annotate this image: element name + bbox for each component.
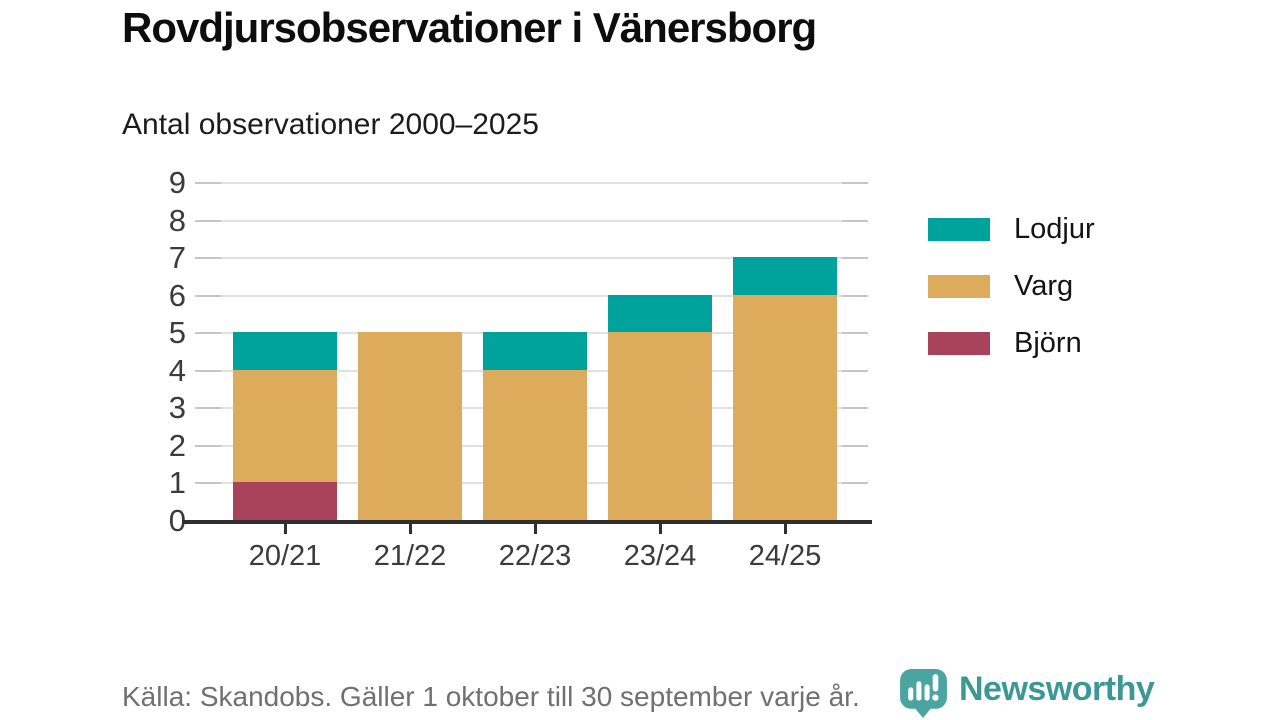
legend-swatch-bjorn <box>928 332 990 355</box>
y-tick-right-1 <box>842 482 868 485</box>
y-axis-label-6: 6 <box>168 277 186 313</box>
x-axis-label-21-22: 21/22 <box>373 540 447 572</box>
y-tick-right-2 <box>842 444 868 447</box>
x-tick-21-22 <box>408 524 412 534</box>
x-axis-label-22-23: 22/23 <box>498 540 572 572</box>
newsworthy-logo: Newsworthy <box>897 666 1155 719</box>
y-axis-label-5: 5 <box>168 315 186 351</box>
gridline-8 <box>195 219 868 222</box>
x-tick-23-24 <box>658 524 662 534</box>
legend: Lodjur Varg Björn <box>928 213 1095 360</box>
legend-label-lodjur: Lodjur <box>1014 213 1095 245</box>
y-tick-right-9 <box>842 182 868 184</box>
bar-stack-22-23 <box>483 332 587 520</box>
gridline-9 <box>195 182 868 184</box>
chart-title: Rovdjursobservationer i Vänersborg <box>122 4 817 51</box>
bar-segment-varg-21-22 <box>358 332 462 520</box>
y-tick-left-3 <box>195 407 221 410</box>
y-tick-left-8 <box>195 219 221 222</box>
y-axis-label-0: 0 <box>168 503 186 538</box>
x-axis-label-24-25: 24/25 <box>748 540 822 572</box>
chart-subtitle: Antal observationer 2000–2025 <box>122 108 539 141</box>
bar-segment-varg-22-23 <box>483 369 587 520</box>
legend-swatch-lodjur <box>928 218 990 241</box>
x-axis-line <box>182 520 872 524</box>
y-tick-left-5 <box>195 332 221 335</box>
newsworthy-logo-text: Newsworthy <box>959 670 1155 708</box>
y-axis-label-9: 9 <box>168 165 186 200</box>
source-note: Källa: Skandobs. Gäller 1 oktober till 3… <box>122 681 860 712</box>
bar-segment-lodjur-22-23 <box>483 332 587 370</box>
x-axis-label-23-24: 23/24 <box>623 540 697 572</box>
y-axis-label-4: 4 <box>168 352 186 388</box>
bar-segment-lodjur-23-24 <box>608 294 712 333</box>
legend-swatch-varg <box>928 275 990 298</box>
bar-stack-20-21 <box>233 332 337 520</box>
bar-segment-lodjur-24-25 <box>733 257 837 295</box>
newsworthy-speech-bubble-bar-chart-icon <box>900 669 947 718</box>
bar-segment-varg-20-21 <box>233 369 337 483</box>
bar-segment-varg-23-24 <box>608 332 712 520</box>
y-tick-right-5 <box>842 332 868 335</box>
legend-label-bjorn: Björn <box>1014 327 1082 359</box>
y-tick-left-2 <box>195 444 221 447</box>
y-axis-label-3: 3 <box>168 390 186 426</box>
legend-item-bjorn: Björn <box>928 327 1095 360</box>
gridline-6 <box>195 294 868 297</box>
bar-segment-varg-24-25 <box>733 294 837 520</box>
x-tick-24-25 <box>783 524 787 534</box>
plot-area: 20/21 21/22 22/23 23/24 24/25 <box>182 182 872 572</box>
bar-segment-bjorn-20-21 <box>233 482 337 520</box>
y-axis-label-7: 7 <box>168 240 186 276</box>
bar-stack-21-22 <box>358 332 462 520</box>
bar-stack-23-24 <box>608 294 712 520</box>
y-tick-left-6 <box>195 294 221 297</box>
x-axis-label-20-21: 20/21 <box>248 540 322 572</box>
bar-segment-lodjur-20-21 <box>233 332 337 370</box>
y-axis-label-1: 1 <box>168 465 186 501</box>
y-tick-right-6 <box>842 294 868 297</box>
x-tick-22-23 <box>533 524 537 534</box>
y-tick-right-7 <box>842 257 868 260</box>
legend-label-varg: Varg <box>1014 270 1074 302</box>
legend-item-lodjur: Lodjur <box>928 213 1095 246</box>
gridline-7 <box>195 257 868 260</box>
y-axis-label-8: 8 <box>168 202 186 238</box>
legend-item-varg: Varg <box>928 270 1095 303</box>
y-tick-right-8 <box>842 219 868 222</box>
y-tick-left-9 <box>195 182 221 184</box>
y-axis-label-2: 2 <box>168 427 186 463</box>
x-tick-20-21 <box>283 524 287 534</box>
y-tick-left-4 <box>195 369 221 372</box>
bar-stack-24-25 <box>733 257 837 520</box>
y-tick-right-3 <box>842 407 868 410</box>
y-tick-right-4 <box>842 369 868 372</box>
y-tick-left-7 <box>195 257 221 260</box>
y-tick-left-1 <box>195 482 221 485</box>
